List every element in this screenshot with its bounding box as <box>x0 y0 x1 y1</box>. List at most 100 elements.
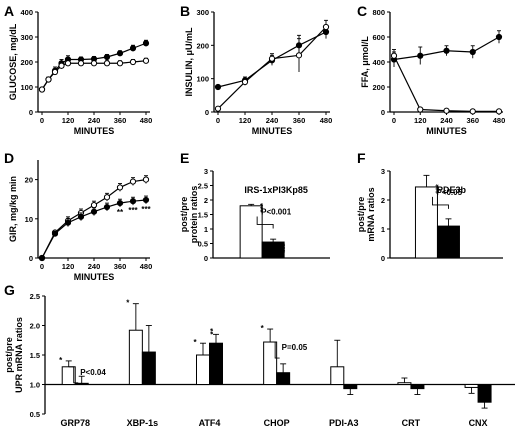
data-point <box>142 40 150 47</box>
x-tick-label: 360 <box>114 262 127 271</box>
bar <box>330 366 345 385</box>
significance-star: *** <box>128 206 138 215</box>
y-axis-label: GLUCOSE, mg/dL <box>8 23 18 100</box>
data-point <box>142 196 150 204</box>
x-axis-label: MINUTES <box>74 272 115 282</box>
data-point <box>58 62 65 69</box>
panel-c: C 0 200 400 600 800 FFA, μmol/L 0 120 240 360 480 MI… <box>357 3 505 136</box>
x-tick-label: 120 <box>239 116 252 125</box>
y-axis-label: FFA, μmol/L <box>360 36 370 88</box>
x-tick-label: 120 <box>62 262 75 271</box>
series-line <box>41 179 147 259</box>
y-tick-label: 10 <box>25 215 33 224</box>
data-point <box>64 219 72 226</box>
x-tick-label: 240 <box>88 262 101 271</box>
x-tick-label: 480 <box>320 116 333 125</box>
data-point <box>116 50 124 57</box>
y-tick-label: 200 <box>372 83 385 92</box>
chart-title: PDE3b <box>437 185 467 195</box>
data-point <box>214 105 222 112</box>
p-value-annotation: P<0.05 <box>436 188 462 197</box>
significance-bracket <box>270 341 280 359</box>
bar <box>128 329 143 385</box>
p-value-annotation: P<0.001 <box>261 207 292 216</box>
y-tick-label: 2.5 <box>198 182 208 191</box>
series-line <box>393 55 499 112</box>
y-axis-label: INSULIN, μU/mL <box>184 27 194 97</box>
x-tick-label: 0 <box>40 262 44 271</box>
y-tick-label: 1.0 <box>30 381 40 390</box>
data-point <box>417 106 424 113</box>
category-label: PDI-A3 <box>329 418 359 428</box>
y-tick-label: 100 <box>196 75 209 84</box>
data-point <box>103 194 111 201</box>
data-point <box>77 213 85 220</box>
y-tick-label: 400 <box>372 58 385 67</box>
y-tick-label: 0 <box>29 254 33 263</box>
data-point <box>322 23 330 31</box>
significance-star: * <box>59 356 63 365</box>
bar <box>477 384 492 403</box>
y-tick-label: 1 <box>381 225 385 234</box>
y-axis-label-line: post/pre <box>179 197 189 233</box>
data-point <box>103 53 111 61</box>
series-line <box>217 26 327 110</box>
bar <box>397 382 412 386</box>
y-axis-label: post/pre UPR mRNA ratios <box>4 317 24 393</box>
y-tick-label: 2 <box>381 196 385 205</box>
data-point <box>103 60 111 67</box>
data-point <box>77 60 85 67</box>
panel-letter: A <box>4 3 14 19</box>
y-tick-label: 200 <box>196 41 209 50</box>
y-tick-label: 0 <box>204 254 208 263</box>
data-point <box>90 201 98 209</box>
panel-e: E 0 0.5 1 1.5 2 2.5 3 post/pre protein ratios *** *… <box>179 150 330 263</box>
x-tick-label: 480 <box>140 116 153 125</box>
y-tick-label: 800 <box>372 8 385 17</box>
bar <box>239 205 263 259</box>
y-axis-label: post/pre protein ratios <box>179 186 199 244</box>
category-label: CHOP <box>264 418 290 428</box>
data-point <box>38 254 46 262</box>
panel-letter: C <box>357 3 367 19</box>
significance-star: * <box>126 299 130 308</box>
data-point <box>214 83 222 91</box>
p-value-annotation: P<0.04 <box>80 368 106 377</box>
significance-star: *** <box>141 205 151 214</box>
y-axis-label-line: protein ratios <box>189 186 199 244</box>
data-point <box>495 33 503 41</box>
data-point <box>116 184 124 191</box>
data-point <box>103 203 111 211</box>
category-label: CNX <box>469 418 488 428</box>
significance-bracket <box>68 366 79 384</box>
y-tick-label: 2.0 <box>30 322 40 331</box>
x-tick-label: 360 <box>466 116 479 125</box>
x-tick-label: 0 <box>392 116 396 125</box>
data-point <box>469 48 476 56</box>
x-axis-label: MINUTES <box>74 126 115 136</box>
category-label: ATF4 <box>199 418 221 428</box>
significance-bracket <box>432 196 449 209</box>
category-label: CRT <box>402 418 421 428</box>
bar <box>196 354 210 385</box>
significance-star: * <box>261 324 265 333</box>
significance-bracket <box>256 216 274 229</box>
significance-star: * <box>193 338 197 347</box>
y-axis-label-line: UPR mRNA ratios <box>14 317 24 393</box>
y-tick-label: 3 <box>204 167 208 176</box>
y-axis-label: post/pre mRNA ratios <box>356 187 376 241</box>
data-point <box>129 198 137 205</box>
x-tick-label: 480 <box>493 116 506 125</box>
y-axis-label-line: post/pre <box>4 337 14 373</box>
bar <box>436 225 460 259</box>
bar <box>464 384 479 388</box>
data-point <box>469 108 476 115</box>
y-axis-label-line: mRNA ratios <box>366 187 376 241</box>
data-point <box>129 58 137 66</box>
y-tick-label: 2.5 <box>30 292 40 301</box>
panel-d: D 0 10 20 GIR, mg/kg min 0 120 240 360 480 MINUTES… <box>4 150 152 282</box>
y-tick-label: 1.5 <box>30 351 40 360</box>
y-tick-label: 0 <box>29 108 33 117</box>
category-label: GRP78 <box>60 418 90 428</box>
